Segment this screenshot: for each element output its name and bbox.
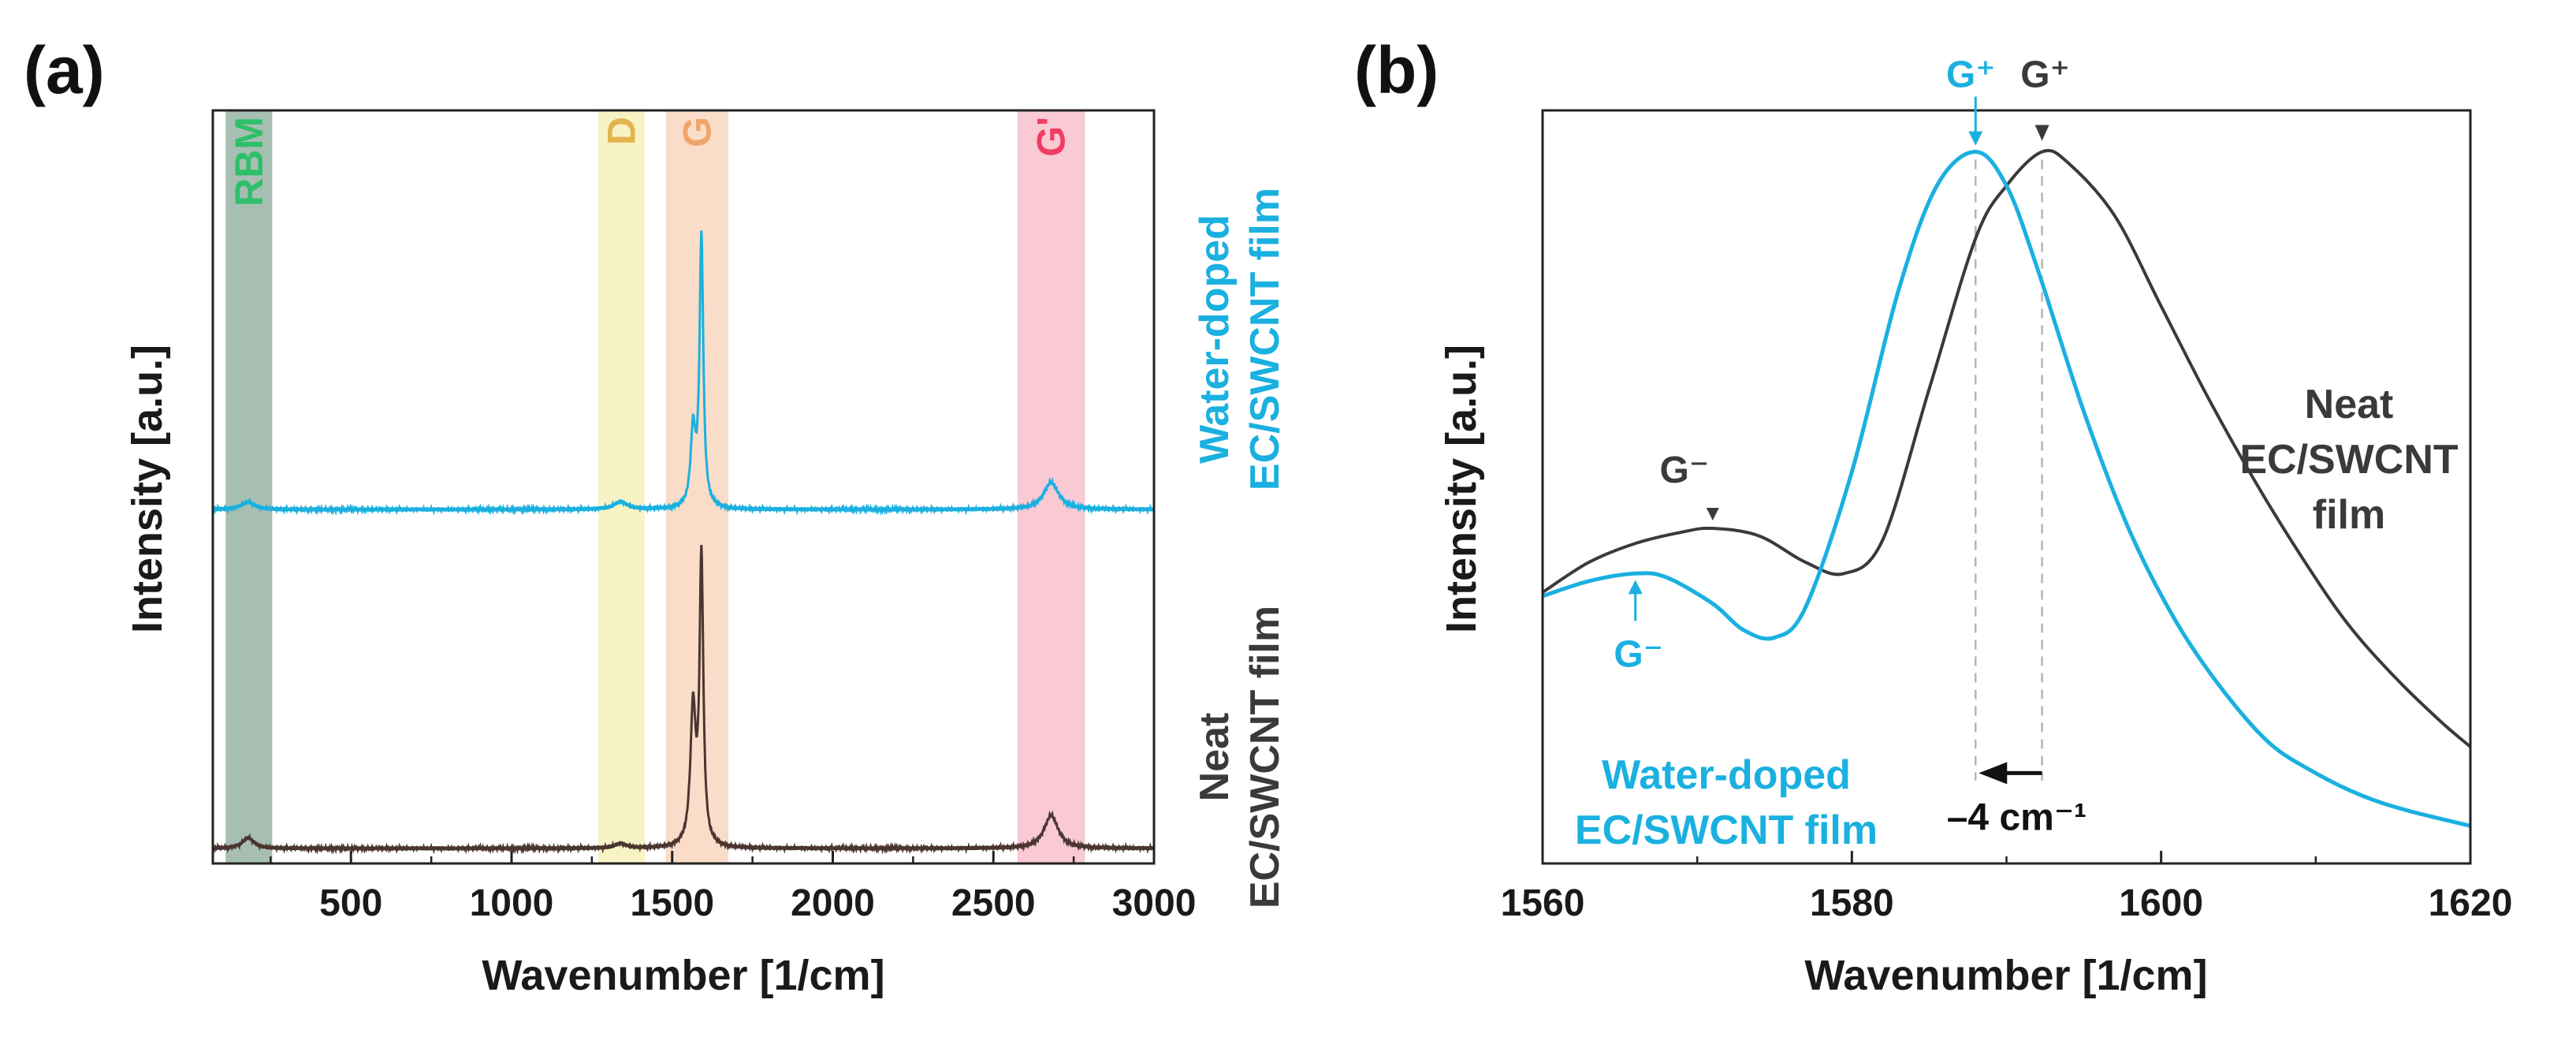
- x-axis-title-a: Wavenumber [1/cm]: [482, 952, 884, 999]
- gplus-neat-marker: [2034, 125, 2049, 141]
- x-axis-a: 500 1000 1500 2000 2500 3000: [270, 851, 1196, 924]
- x-tick-label: 2500: [951, 882, 1036, 924]
- legend-neat-line1: Neat: [1192, 713, 1238, 802]
- legend-neat-line1: Neat: [2305, 382, 2394, 427]
- legend-neat-line3: film: [2313, 492, 2385, 538]
- x-tick-label: 1000: [470, 882, 554, 924]
- plot-frame-a: [211, 109, 1156, 865]
- y-axis-title-a: Intensity [a.u.]: [124, 345, 171, 633]
- panel-a-letter: (a): [24, 33, 105, 107]
- panel-b-letter: (b): [1354, 33, 1439, 107]
- x-tick-label: 1500: [630, 882, 714, 924]
- series-water-doped-zoom: [1542, 149, 2471, 828]
- legend-water-doped-line2: EC/SWCNT film: [1575, 807, 1878, 853]
- y-axis-title-b: Intensity [a.u.]: [1438, 345, 1485, 633]
- gplus-water-arrow-head: [1968, 131, 1983, 146]
- legend-water-doped-line2: EC/SWCNT film: [1242, 188, 1288, 490]
- label-gplus-neat: G⁺: [2020, 54, 2070, 96]
- band-g: [665, 110, 729, 863]
- legend-water-doped-line1: Water-doped: [1192, 214, 1238, 464]
- label-gplus-water: G⁺: [1946, 54, 1996, 96]
- label-gminus-water: G⁻: [1614, 633, 1663, 675]
- x-tick-label: 500: [319, 882, 382, 924]
- band-label-g: G: [675, 117, 719, 147]
- series-water-doped-spectrum: [211, 230, 1156, 516]
- x-tick-label: 1560: [1501, 882, 1585, 924]
- label-gminus-neat: G⁻: [1659, 449, 1709, 491]
- legend-neat-line2: EC/SWCNT: [2239, 437, 2459, 483]
- band-d: [598, 110, 646, 863]
- series-neat-zoom: [1541, 148, 2472, 748]
- x-tick-label: 2000: [791, 882, 875, 924]
- x-tick-label: 1620: [2429, 882, 2513, 924]
- shift-arrow-head: [1979, 762, 2008, 785]
- series-neat-spectrum: [211, 545, 1156, 855]
- x-tick-label: 3000: [1112, 882, 1197, 924]
- x-axis-title-b: Wavenumber [1/cm]: [1804, 952, 2207, 999]
- band-label-rbm: RBM: [227, 117, 271, 207]
- x-tick-label: 1600: [2119, 882, 2203, 924]
- gminus-water-arrow-head: [1628, 580, 1643, 595]
- band-label-d: D: [600, 117, 644, 145]
- band-group: [225, 110, 1085, 863]
- legend-neat-line2: EC/SWCNT film: [1242, 606, 1288, 908]
- gminus-neat-marker: [1706, 508, 1719, 521]
- panel-b: (b) 1560 1580 1600 1620 Wavenumber [1/cm] I…: [1354, 33, 2512, 999]
- band-gprime: [1017, 110, 1085, 863]
- band-rbm: [225, 110, 273, 863]
- panel-a: (a) RBM D G G' 500 1000 1500 2000 2500 3000 W…: [24, 33, 1288, 999]
- legend-water-doped-line1: Water-doped: [1602, 752, 1851, 798]
- x-tick-label: 1580: [1810, 882, 1894, 924]
- label-shift: –4 cm⁻¹: [1947, 796, 2086, 838]
- x-axis-b: 1560 1580 1600 1620: [1501, 851, 2513, 924]
- band-label-gprime: G': [1029, 117, 1074, 157]
